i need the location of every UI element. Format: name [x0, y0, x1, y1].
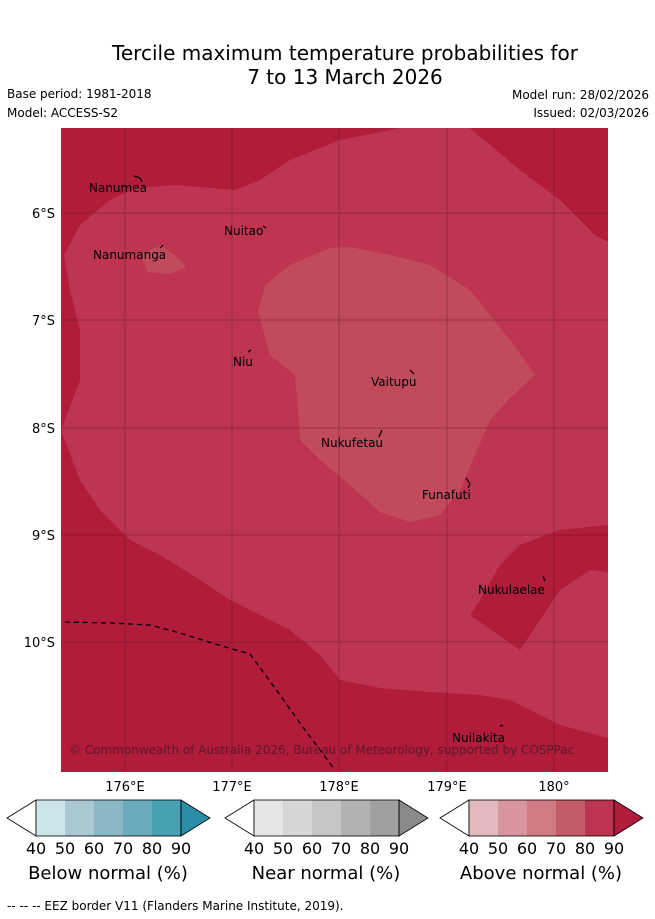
- lat-label-10s: 10°S: [24, 636, 55, 651]
- colorbar-above-tick: 90: [604, 839, 624, 858]
- colorbar-above-max-extend: [613, 799, 644, 837]
- colorbar-above-segment: [498, 800, 527, 836]
- lat-label-6s: 6°S: [32, 207, 55, 222]
- model-name: Model: ACCESS-S2: [7, 106, 119, 120]
- model-run: Model run: 28/02/2026: [511, 88, 649, 102]
- colorbar-above-segment: [469, 800, 498, 836]
- eez-border: [64, 621, 336, 771]
- colorbar-near-tick: 80: [360, 839, 380, 858]
- region-above-60-70: [258, 247, 535, 522]
- chart-title-line2: 7 to 13 March 2026: [247, 65, 443, 89]
- colorbar-above-tick: 70: [546, 839, 566, 858]
- colorbar-above-label: Above normal (%): [459, 863, 623, 884]
- colorbar-near-segment: [341, 800, 370, 836]
- colorbar-near-segment: [254, 800, 283, 836]
- lon-label-176e: 176°E: [105, 780, 145, 795]
- colorbar-near-segment: [312, 800, 341, 836]
- colorbar-near-tick: 70: [331, 839, 351, 858]
- lon-label-180: 180°: [538, 780, 569, 795]
- place-nanumanga: Nanumanga: [93, 248, 166, 262]
- chart-title-line1: Tercile maximum temperature probabilitie…: [112, 41, 578, 65]
- lat-label-8s: 8°S: [32, 422, 55, 437]
- colorbar-near-tick: 50: [273, 839, 293, 858]
- colorbar-near-segment: [370, 800, 399, 836]
- base-period: Base period: 1981-2018: [7, 87, 152, 101]
- issued-date: Issued: 02/03/2026: [533, 106, 649, 120]
- place-nanumea: Nanumea: [89, 181, 147, 195]
- colorbar-above-tick: 60: [517, 839, 537, 858]
- colorbar-below-segment: [123, 800, 152, 836]
- colorbar-below-tick: 90: [171, 839, 191, 858]
- colorbar-below-segment: [36, 800, 65, 836]
- colorbar-above-segment: [556, 800, 585, 836]
- colorbar-near-label: Near normal (%): [251, 863, 401, 884]
- colorbar-below-segment: [94, 800, 123, 836]
- colorbar-below-tick: 70: [113, 839, 133, 858]
- colorbar-below-min-extend: [6, 799, 37, 837]
- colorbar-above-min-extend: [439, 799, 470, 837]
- colorbar-below-label: Below normal (%): [28, 863, 188, 884]
- colorbar-below-tick: 60: [84, 839, 104, 858]
- place-nuitao: Nuitao: [224, 224, 263, 238]
- colorbar-above-segment: [527, 800, 556, 836]
- colorbar-below-max-extend: [180, 799, 211, 837]
- colorbar-near-max-extend: [398, 799, 429, 837]
- colorbar-above-tick: 80: [575, 839, 595, 858]
- colorbar-below-segment: [65, 800, 94, 836]
- lat-label-9s: 9°S: [32, 529, 55, 544]
- place-nukulaelae: Nukulaelae: [478, 583, 545, 597]
- lon-label-178e: 178°E: [319, 780, 359, 795]
- colorbar-below-segment: [152, 800, 181, 836]
- map-credit: © Commonwealth of Australia 2026, Bureau…: [69, 743, 574, 757]
- place-nukufetau: Nukufetau: [321, 436, 383, 450]
- colorbar-below-tick: 50: [55, 839, 75, 858]
- lat-label-7s: 7°S: [32, 314, 55, 329]
- colorbar-near-tick: 60: [302, 839, 322, 858]
- colorbar-below-tick: 80: [142, 839, 162, 858]
- colorbar-near-tick: 90: [389, 839, 409, 858]
- colorbar-near-min-extend: [224, 799, 255, 837]
- place-nuilakita: Nuilakita: [452, 731, 505, 745]
- colorbar-above-segment: [585, 800, 614, 836]
- colorbar-below-tick: 40: [26, 839, 46, 858]
- colorbar-above-tick: 50: [488, 839, 508, 858]
- colorbar-near-segment: [283, 800, 312, 836]
- lon-label-179e: 179°E: [427, 780, 467, 795]
- colorbar-above-tick: 40: [459, 839, 479, 858]
- place-niu: Niu: [233, 355, 253, 369]
- eez-legend-footer: -- -- -- EEZ border V11 (Flanders Marine…: [7, 899, 344, 913]
- place-funafuti: Funafuti: [422, 488, 471, 502]
- place-vaitupu: Vaitupu: [371, 375, 417, 389]
- colorbar-near-tick: 40: [244, 839, 264, 858]
- lon-label-177e: 177°E: [212, 780, 252, 795]
